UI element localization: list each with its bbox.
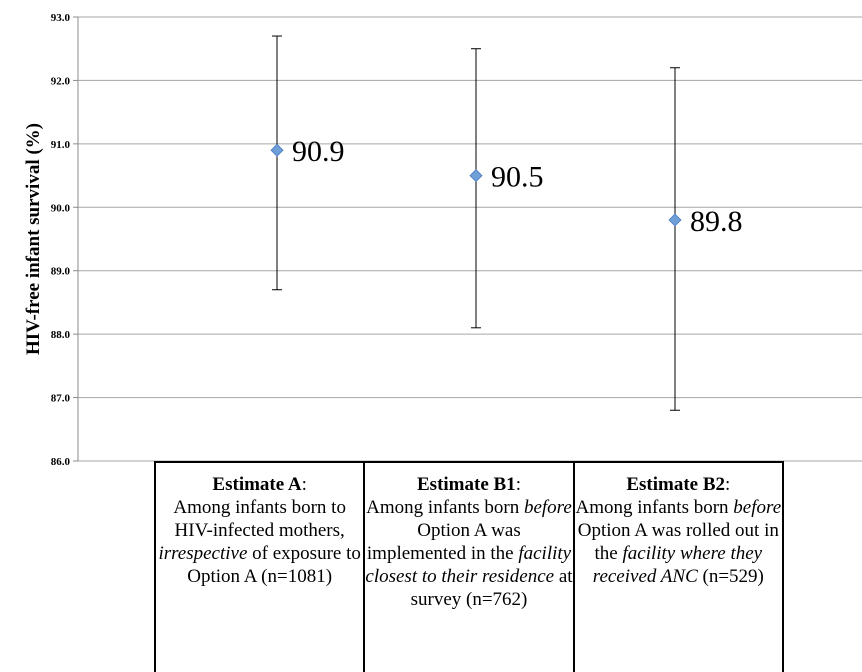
estimate-title: Estimate B1 (417, 474, 516, 495)
estimates-table: Estimate A: Among infants born to HIV-inf… (154, 461, 784, 672)
estimate-title: Estimate B2 (626, 474, 726, 495)
y-axis-label: HIV-free infant survival (%) (23, 123, 44, 355)
estimate-description: Among infants born (575, 497, 734, 518)
y-tick-label: 88.0 (51, 329, 71, 341)
estimate-cell: Estimate B2: Among infants born before Op… (575, 474, 782, 587)
estimate-description: (n=529) (697, 566, 764, 587)
estimate-description: Among infants born to HIV-infected mothe… (173, 497, 346, 541)
y-tick-label: 86.0 (51, 456, 71, 468)
data-points: 90.9 90.5 89.8 (270, 35, 743, 411)
estimate-description: Among infants born (366, 497, 524, 518)
estimate-description: at survey (n=762) (410, 566, 573, 610)
estimate-description: before (733, 497, 782, 518)
estimate-description: facility closest to their residence (365, 543, 572, 587)
estimate-cell: Estimate A: Among infants born to HIV-inf… (156, 463, 366, 672)
data-label: 90.5 (491, 161, 544, 194)
data-point-marker (270, 143, 284, 157)
grid-layer (73, 16, 862, 462)
y-tick-label: 93.0 (51, 12, 71, 24)
y-tick-label: 89.0 (51, 266, 71, 278)
y-tick-label: 90.0 (51, 202, 71, 214)
estimate-description: irrespective (158, 543, 248, 564)
estimate-description: facility where they received ANC (592, 543, 763, 587)
estimate-description: before (523, 497, 572, 518)
estimate-title: Estimate A (212, 474, 302, 495)
data-point-marker (668, 213, 682, 227)
y-tick-label: 92.0 (51, 75, 71, 87)
y-tick-labels: 86.0 87.0 88.0 89.0 90.0 91.0 92.0 93.0 (51, 12, 71, 468)
data-label: 90.9 (292, 135, 345, 168)
estimate-description: of exposure to Option A (n=1081) (187, 543, 361, 587)
y-tick-label: 91.0 (51, 139, 71, 151)
estimate-cell: Estimate B1: Among infants born before Op… (365, 463, 575, 672)
estimate-description: Option A was implemented in the (366, 520, 521, 564)
estimate-description: Option A was rolled out in the (577, 520, 779, 564)
data-point-marker (469, 169, 483, 183)
y-tick-label: 87.0 (51, 393, 71, 405)
data-label: 89.8 (690, 205, 743, 238)
